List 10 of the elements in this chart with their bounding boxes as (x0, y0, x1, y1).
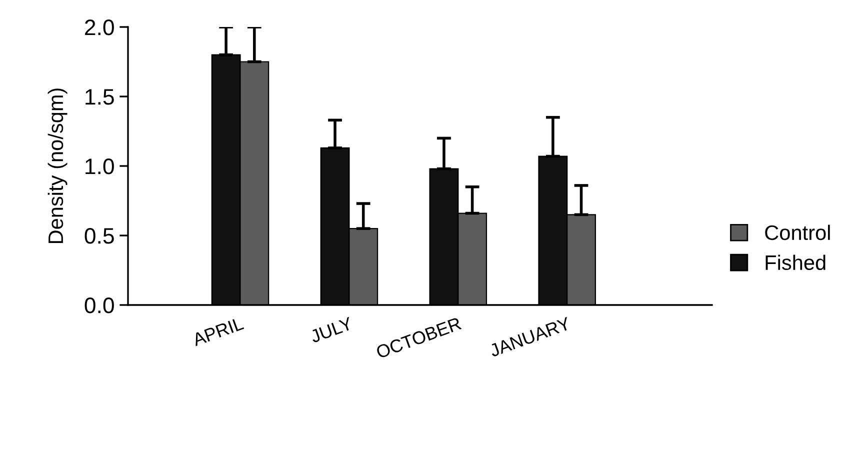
y-tick-label: 2.0 (85, 20, 114, 36)
x-tick-label: JULY (309, 316, 354, 344)
y-tick-label: 1.5 (86, 89, 114, 105)
y-tick-label: 0.0 (84, 298, 114, 314)
y-axis-title: Density (no/sqm) (48, 88, 68, 244)
legend-label: Fished (766, 254, 826, 270)
y-tick-label: 1.0 (86, 158, 114, 174)
legend-label: Control (765, 224, 830, 240)
y-tick-label: 0.5 (84, 228, 114, 244)
x-tick-label: APRIL (191, 316, 244, 346)
